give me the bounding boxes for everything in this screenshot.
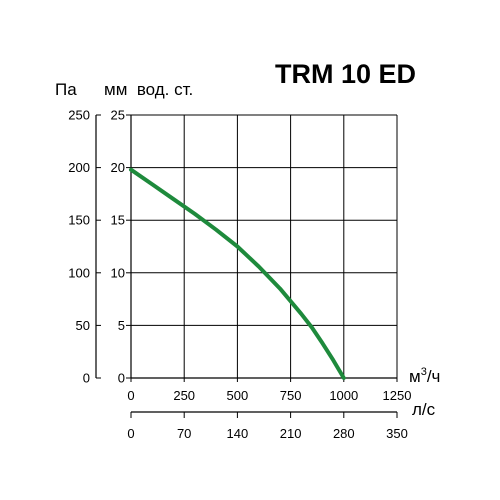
y-tick-label-pa: 50	[76, 318, 90, 333]
x-tick-label-ls: 350	[386, 426, 408, 441]
y-tick-label-mm: 25	[111, 108, 125, 123]
x-tick-label-m3h: 1000	[329, 388, 358, 403]
y-tick-label-pa: 0	[83, 371, 90, 386]
y-tick-label-mm: 20	[111, 160, 125, 175]
x-tick-label-ls: 210	[280, 426, 302, 441]
y-tick-label-mm: 15	[111, 213, 125, 228]
y-tick-label-mm: 0	[118, 371, 125, 386]
pressure-curve-1	[129, 167, 346, 380]
y-tick-label-pa: 200	[68, 160, 90, 175]
x-tick-label-ls: 280	[333, 426, 355, 441]
x-tick-label-m3h: 500	[227, 388, 249, 403]
y-tick-label-pa: 250	[68, 108, 90, 123]
x-axis-unit-m3h: м3/ч	[409, 366, 440, 386]
chart-title: TRM 10 ED	[275, 59, 416, 89]
y-axis-unit-mm: мм вод. ст.	[104, 80, 193, 99]
x-tick-label-ls: 70	[177, 426, 191, 441]
y-axis-unit-pa: Па	[55, 80, 77, 99]
y-tick-label-mm: 10	[111, 265, 125, 280]
y-tick-label-mm: 5	[118, 318, 125, 333]
series-layer	[129, 167, 346, 380]
grid	[131, 114, 398, 378]
x-tick-label-ls: 0	[127, 426, 134, 441]
x-tick-label-m3h: 750	[280, 388, 302, 403]
x-tick-label-m3h: 1250	[383, 388, 412, 403]
x-tick-label-m3h: 250	[173, 388, 195, 403]
y-tick-label-pa: 100	[68, 265, 90, 280]
axes	[95, 114, 398, 418]
y-tick-label-pa: 150	[68, 213, 90, 228]
x-tick-label-m3h: 0	[127, 388, 134, 403]
x-tick-label-ls: 140	[227, 426, 249, 441]
x-axis-unit-ls: л/с	[412, 400, 436, 419]
